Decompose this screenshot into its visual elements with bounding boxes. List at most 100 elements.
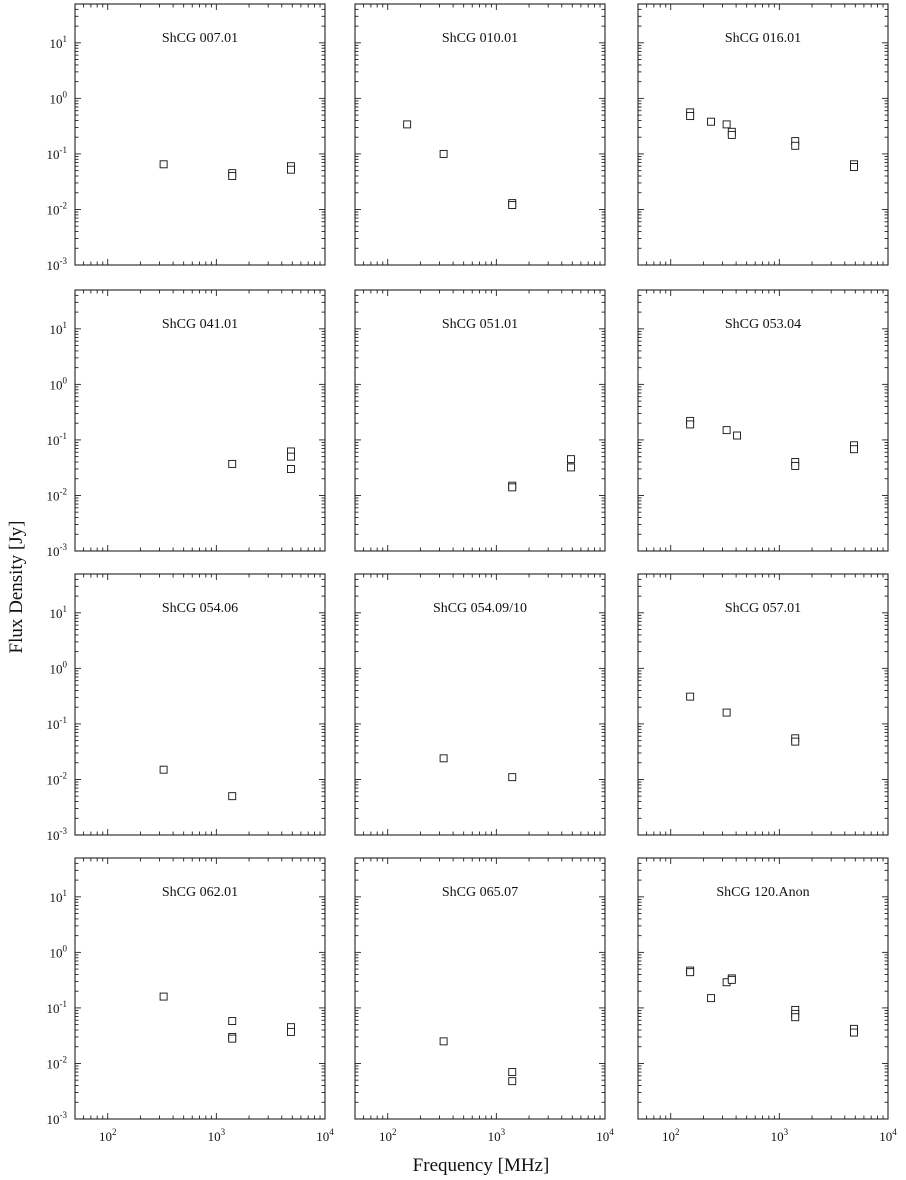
- panel-frame: [354, 573, 606, 836]
- data-point: [508, 1068, 517, 1077]
- panel-title: ShCG 041.01: [162, 317, 238, 332]
- panel-frame: [74, 573, 326, 836]
- panel-title: ShCG 051.01: [442, 317, 518, 332]
- panel-title: ShCG 065.07: [442, 885, 518, 900]
- data-point: [791, 737, 800, 746]
- panel: ShCG 010.01: [354, 3, 606, 266]
- panel-frame: [637, 3, 889, 266]
- y-tick-label: 10-1: [47, 999, 68, 1016]
- y-tick-label: 101: [50, 320, 68, 337]
- data-point: [508, 201, 517, 210]
- data-point: [287, 1027, 295, 1036]
- data-point: [567, 463, 575, 472]
- y-tick-label: 100: [50, 375, 68, 392]
- panel-frame: [74, 289, 326, 552]
- data-point: [228, 459, 237, 468]
- data-point: [722, 120, 731, 129]
- data-point: [228, 1017, 237, 1026]
- y-tick-label: 100: [50, 943, 68, 960]
- x-tick-label: 103: [771, 1127, 789, 1144]
- y-tick-label: 10-3: [47, 542, 68, 559]
- panel-frame: [637, 289, 889, 552]
- data-point: [439, 1037, 448, 1046]
- data-point: [722, 708, 731, 717]
- data-point: [850, 163, 858, 172]
- data-point: [850, 1028, 858, 1037]
- y-tick-label: 10-2: [47, 486, 68, 503]
- panel: 10-3 10-2 10-1 100 101 ShCG 007.01: [47, 3, 326, 273]
- data-point: [159, 765, 168, 774]
- data-point: [686, 112, 695, 121]
- y-tick-label: 10-2: [47, 200, 68, 217]
- data-point: [403, 120, 412, 129]
- data-point: [567, 455, 575, 464]
- y-tick-label: 100: [50, 89, 68, 106]
- panel-title: ShCG 057.01: [725, 601, 801, 616]
- panel-title: ShCG 010.01: [442, 31, 518, 46]
- data-point: [707, 994, 715, 1003]
- panel-frame: [74, 857, 326, 1120]
- x-tick-label: 104: [879, 1127, 897, 1144]
- y-tick-label: 10-1: [47, 715, 68, 732]
- panel: 102 103 104 ShCG 065.07: [354, 857, 614, 1144]
- data-point: [733, 431, 742, 440]
- data-point: [791, 461, 800, 470]
- data-point: [228, 792, 237, 801]
- data-point: [159, 992, 168, 1001]
- y-tick-label: 10-2: [47, 1054, 68, 1071]
- data-point: [722, 426, 731, 435]
- panel: ShCG 051.01: [354, 289, 606, 552]
- panel-title: ShCG 053.04: [725, 317, 801, 332]
- panel-title: ShCG 054.06: [162, 601, 238, 616]
- data-point: [287, 452, 295, 461]
- y-axis-label: Flux Density [Jy]: [6, 521, 27, 654]
- data-point: [686, 420, 695, 429]
- panel-frame: [637, 573, 889, 836]
- data-point: [439, 754, 448, 763]
- y-tick-label: 10-2: [47, 770, 68, 787]
- data-point: [727, 130, 736, 139]
- x-tick-label: 104: [596, 1127, 614, 1144]
- y-tick-label: 101: [50, 34, 68, 51]
- x-tick-label: 103: [208, 1127, 226, 1144]
- panel: ShCG 054.09/10: [354, 573, 606, 836]
- panel-title: ShCG 120.Anon: [716, 885, 809, 900]
- data-point: [508, 1077, 517, 1086]
- panel: ShCG 016.01: [637, 3, 889, 266]
- panel: 10-3 10-2 10-1 100 101 ShCG 041.01: [47, 289, 326, 559]
- data-point: [287, 465, 295, 473]
- x-tick-label: 102: [379, 1127, 397, 1144]
- data-point: [508, 773, 517, 782]
- x-tick-label: 102: [662, 1127, 680, 1144]
- data-point: [850, 445, 858, 454]
- data-point: [228, 172, 237, 180]
- panel: 10-3 10-2 10-1 100 101 ShCG 054.06: [47, 573, 326, 843]
- data-point: [791, 141, 800, 150]
- data-point: [287, 165, 295, 174]
- panel-grid: 10-3 10-2 10-1 100 101 ShCG 007.01 ShCG 010.01…: [47, 3, 897, 1144]
- data-point: [727, 975, 736, 984]
- y-tick-label: 10-3: [47, 826, 68, 843]
- data-point: [791, 1013, 800, 1022]
- data-point: [686, 692, 695, 701]
- x-tick-label: 103: [488, 1127, 506, 1144]
- x-axis-label: Frequency [MHz]: [413, 1155, 550, 1176]
- panel: 102 103 104 ShCG 120.Anon: [637, 857, 897, 1144]
- panel-frame: [354, 289, 606, 552]
- data-point: [508, 483, 517, 492]
- panel-frame: [354, 3, 606, 266]
- x-tick-label: 102: [99, 1127, 117, 1144]
- data-point: [159, 160, 168, 169]
- panel-title: ShCG 007.01: [162, 31, 238, 46]
- panel-title: ShCG 062.01: [162, 885, 238, 900]
- data-point: [686, 968, 695, 977]
- y-tick-label: 101: [50, 604, 68, 621]
- y-tick-label: 10-3: [47, 256, 68, 273]
- y-tick-label: 100: [50, 659, 68, 676]
- panel: ShCG 057.01: [637, 573, 889, 836]
- panel: 10-3 10-2 10-1 100 101 102 103 104 ShCG 062.01: [47, 857, 334, 1144]
- x-tick-label: 104: [316, 1127, 334, 1144]
- panel-frame: [354, 857, 606, 1120]
- panel-frame: [74, 3, 326, 266]
- data-point: [228, 1034, 237, 1043]
